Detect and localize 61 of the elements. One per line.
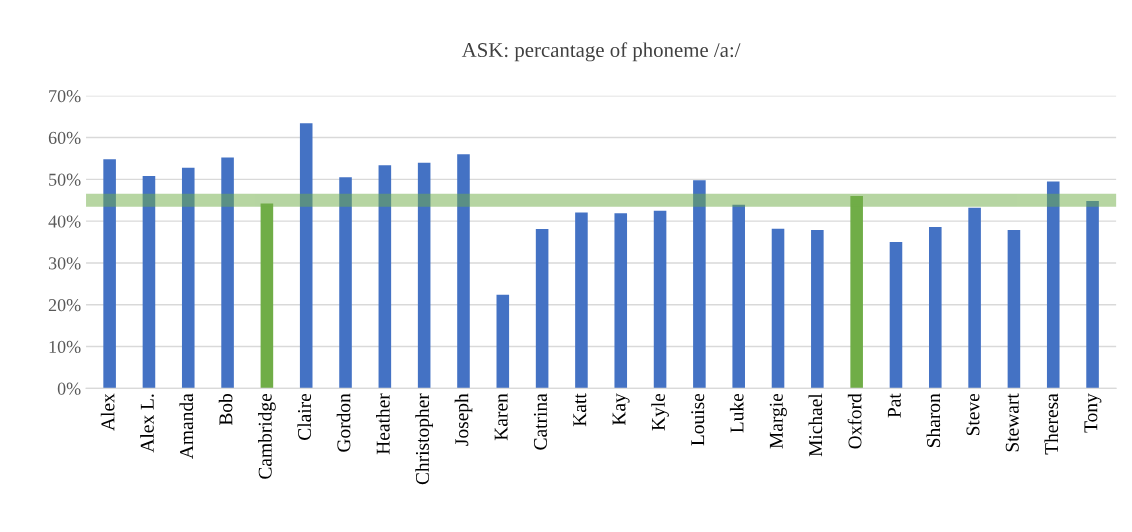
bar — [1086, 201, 1099, 389]
y-tick-label: 0% — [57, 382, 81, 395]
bar — [496, 294, 510, 389]
bar — [339, 177, 352, 389]
bar — [221, 157, 234, 389]
bar — [968, 207, 981, 389]
bar — [929, 227, 942, 389]
bar — [653, 210, 667, 389]
bar — [181, 167, 195, 389]
y-tick-label: 30% — [48, 257, 81, 270]
bar — [1007, 229, 1021, 389]
x-tick-label: Stewart — [1005, 393, 1019, 452]
y-tick-label: 50% — [49, 173, 81, 186]
x-tick-label: Louise — [691, 393, 705, 446]
x-tick-label: Oxford — [847, 393, 862, 449]
bar — [535, 229, 549, 389]
x-tick-label: Cambridge — [258, 393, 276, 479]
y-tick-label: 60% — [48, 131, 81, 145]
y-tick-label: 70% — [49, 90, 81, 103]
x-tick-label: Tony — [1084, 393, 1102, 433]
bar — [260, 203, 274, 389]
x-tick-label: Christopher — [415, 393, 433, 485]
x-tick-label: Pat — [887, 393, 901, 418]
bar — [771, 228, 785, 389]
bar — [811, 229, 824, 389]
x-tick-label: Kay — [612, 393, 630, 426]
x-tick-label: Karen — [494, 393, 508, 441]
bar — [142, 176, 156, 389]
x-tick-label: Alex — [100, 393, 115, 431]
y-tick-label: 10% — [49, 340, 81, 354]
x-tick-label: Theresa — [1044, 393, 1059, 455]
bar — [889, 242, 903, 389]
x-tick-label: Sharon — [926, 393, 941, 448]
x-tick-label: Gordon — [336, 393, 351, 452]
bar — [850, 196, 863, 389]
bar — [614, 213, 628, 389]
y-tick-label: 40% — [48, 215, 81, 228]
bar — [1046, 181, 1060, 389]
x-tick-label: Michael — [808, 393, 823, 457]
x-tick-label: Bob — [218, 393, 233, 426]
x-tick-label: Catrina — [533, 393, 547, 450]
x-tick-label: Steve — [966, 393, 980, 436]
x-tick-label: Heather — [376, 393, 390, 455]
bar — [417, 162, 431, 389]
x-tick-label: Claire — [297, 393, 312, 440]
x-tick-label: Alex L. — [140, 394, 154, 453]
bar — [732, 204, 745, 389]
x-tick-label: Katt — [573, 393, 587, 427]
y-tick-label: 20% — [48, 299, 81, 312]
bar — [575, 212, 588, 389]
bar — [103, 159, 116, 389]
bar — [457, 154, 470, 389]
bar — [378, 165, 392, 389]
x-tick-label: Margie — [769, 393, 787, 449]
bar — [299, 123, 313, 389]
x-tick-label: Kyle — [651, 393, 669, 431]
x-tick-label: Luke — [729, 393, 744, 433]
x-tick-label: Joseph — [454, 393, 473, 446]
chart-title: ASK: percantage of phoneme /a:/ — [461, 42, 741, 62]
bar — [693, 180, 706, 389]
x-tick-label: Amanda — [179, 393, 194, 459]
